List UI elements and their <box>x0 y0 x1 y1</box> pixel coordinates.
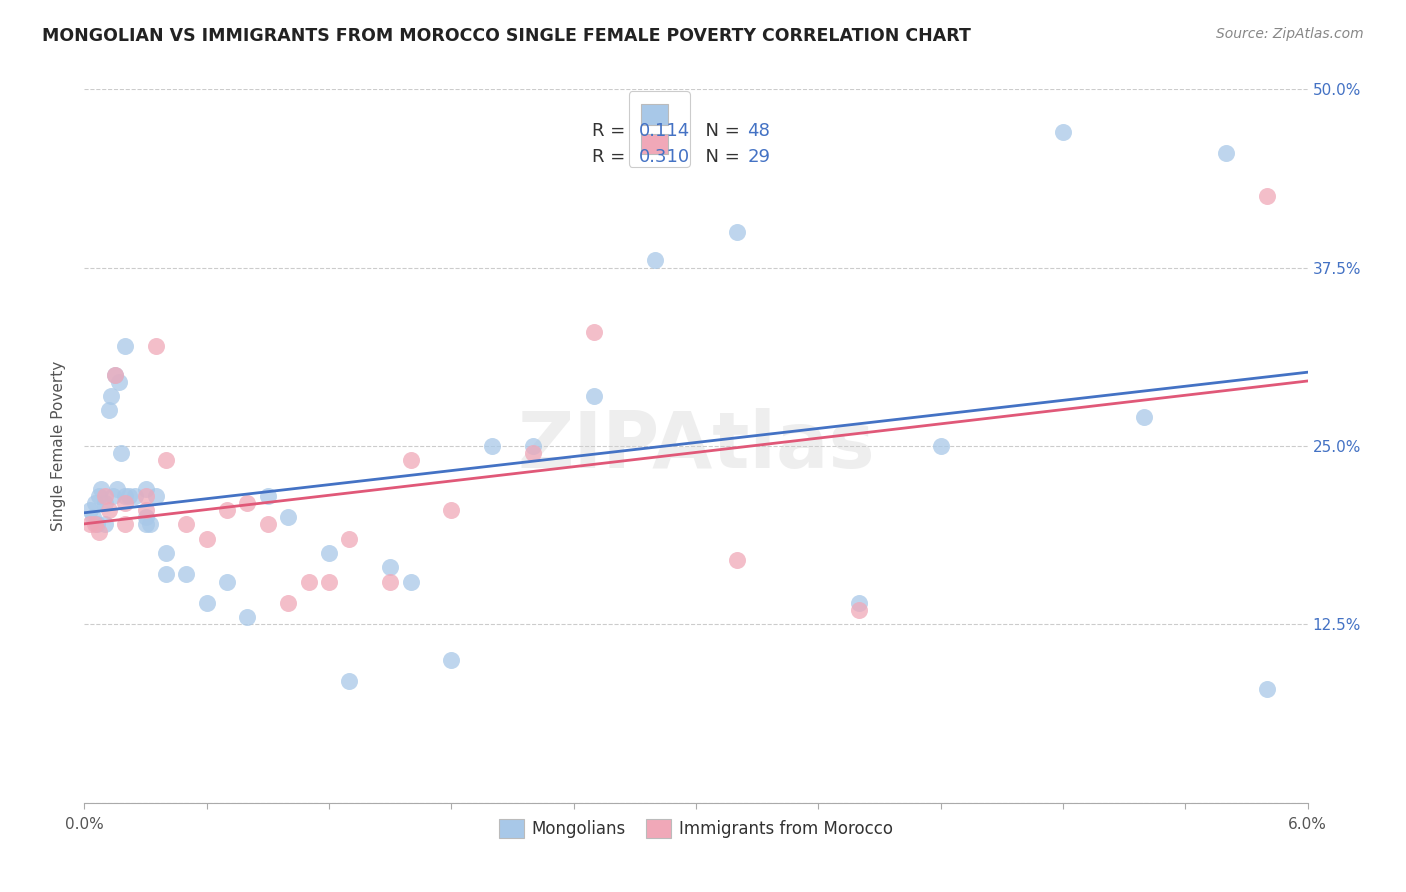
Point <box>90 482 112 496</box>
Y-axis label: Single Female Poverty: Single Female Poverty <box>51 361 66 531</box>
Point <box>79 503 101 517</box>
Text: Source: ZipAtlas.com: Source: ZipAtlas.com <box>1216 27 1364 41</box>
Point <box>195 596 218 610</box>
Point <box>114 496 136 510</box>
Point <box>93 489 117 503</box>
Point <box>97 403 120 417</box>
Point <box>583 325 606 339</box>
Point <box>848 596 870 610</box>
Point <box>318 546 340 560</box>
Point <box>440 503 463 517</box>
Point <box>257 517 280 532</box>
Point <box>155 453 177 467</box>
Point <box>217 574 239 589</box>
Point <box>929 439 952 453</box>
Point <box>236 496 259 510</box>
Text: 0.114: 0.114 <box>638 121 690 139</box>
Point <box>135 489 157 503</box>
Point <box>399 453 422 467</box>
Text: N =: N = <box>693 121 745 139</box>
Point <box>114 339 136 353</box>
Point <box>277 596 299 610</box>
Point <box>93 496 117 510</box>
Point <box>79 517 101 532</box>
Point <box>114 489 136 503</box>
Point <box>86 517 108 532</box>
Point <box>145 489 167 503</box>
Point <box>155 546 177 560</box>
Point <box>105 482 128 496</box>
Point <box>522 446 544 460</box>
Point <box>339 532 361 546</box>
Point <box>1256 681 1278 696</box>
Point <box>100 389 122 403</box>
Point <box>145 339 167 353</box>
Text: R =: R = <box>592 148 631 166</box>
Point <box>1133 410 1156 425</box>
Point <box>1256 189 1278 203</box>
Point <box>644 253 666 268</box>
Point <box>82 510 104 524</box>
Point <box>135 517 157 532</box>
Point <box>318 574 340 589</box>
Text: MONGOLIAN VS IMMIGRANTS FROM MOROCCO SINGLE FEMALE POVERTY CORRELATION CHART: MONGOLIAN VS IMMIGRANTS FROM MOROCCO SIN… <box>42 27 972 45</box>
Point <box>725 553 748 567</box>
Point <box>725 225 748 239</box>
Point <box>104 368 127 382</box>
Point <box>110 446 132 460</box>
Point <box>1052 125 1074 139</box>
Point <box>277 510 299 524</box>
Point <box>135 510 157 524</box>
Point <box>108 375 131 389</box>
Point <box>257 489 280 503</box>
Point <box>236 610 259 624</box>
Point <box>135 482 157 496</box>
Point <box>399 574 422 589</box>
Point <box>195 532 218 546</box>
Point <box>380 560 402 574</box>
Text: R =: R = <box>592 121 631 139</box>
Point <box>522 439 544 453</box>
Text: 0.310: 0.310 <box>638 148 689 166</box>
Point <box>583 389 606 403</box>
Point <box>848 603 870 617</box>
Point <box>83 517 105 532</box>
Text: 48: 48 <box>748 121 770 139</box>
Point <box>1215 146 1237 161</box>
Point <box>93 517 117 532</box>
Point <box>97 503 120 517</box>
Point <box>135 503 157 517</box>
Point <box>104 368 127 382</box>
Point <box>155 567 177 582</box>
Point <box>114 517 136 532</box>
Point <box>176 567 198 582</box>
Point <box>176 517 198 532</box>
Point <box>481 439 503 453</box>
Text: 29: 29 <box>748 148 770 166</box>
Point <box>83 496 105 510</box>
Point <box>339 674 361 689</box>
Point <box>101 489 124 503</box>
Point <box>217 503 239 517</box>
Point <box>440 653 463 667</box>
Point <box>298 574 321 589</box>
Point <box>138 517 160 532</box>
Point <box>124 489 146 503</box>
Point <box>87 489 110 503</box>
Text: ZIPAtlas: ZIPAtlas <box>517 408 875 484</box>
Point <box>87 524 110 539</box>
Point <box>118 489 141 503</box>
Text: N =: N = <box>693 148 745 166</box>
Legend: Mongolians, Immigrants from Morocco: Mongolians, Immigrants from Morocco <box>488 809 904 848</box>
Point <box>380 574 402 589</box>
